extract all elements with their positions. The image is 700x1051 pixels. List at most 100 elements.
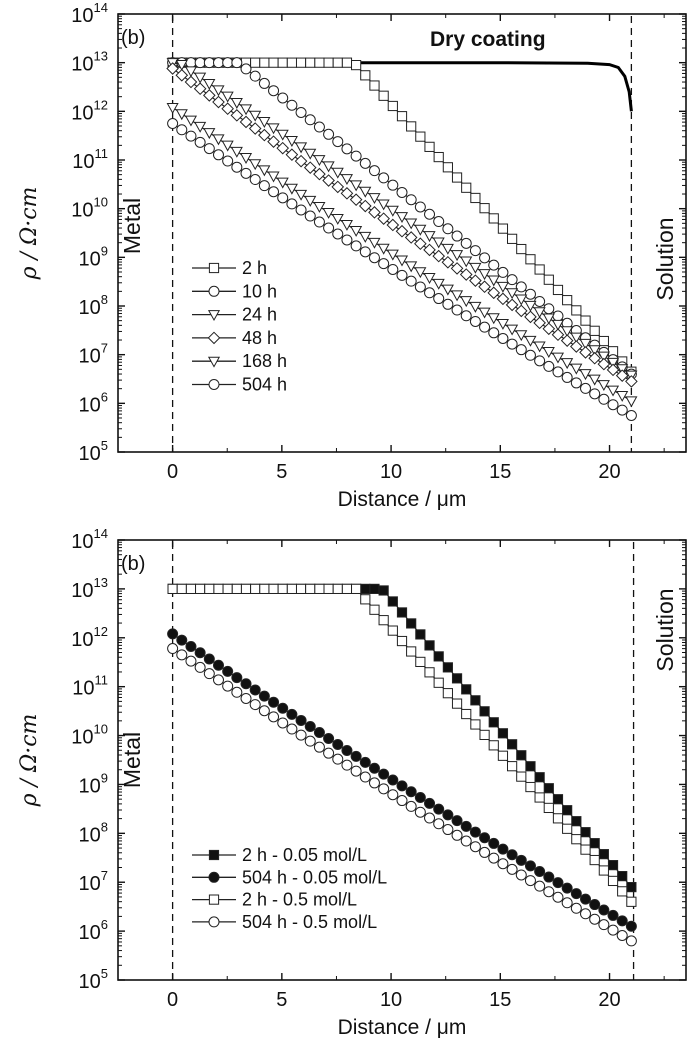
data-point: [515, 281, 527, 293]
series-4: [166, 62, 638, 388]
data-point: [341, 759, 353, 771]
y-tick-base: 10: [71, 54, 93, 76]
data-point: [341, 234, 353, 246]
data-point: [294, 154, 308, 168]
data-point: [286, 198, 298, 210]
data-point: [478, 280, 491, 294]
data-point: [341, 57, 353, 68]
data-point: [459, 268, 473, 281]
data-point: [360, 594, 371, 605]
panel-label: (b): [121, 553, 145, 575]
y-tick-base: 10: [71, 580, 93, 602]
data-point: [507, 233, 518, 244]
data-point: [533, 316, 546, 330]
series-1: [167, 57, 637, 377]
legend-marker: [208, 849, 220, 861]
data-point: [615, 369, 629, 382]
data-point: [461, 708, 472, 720]
data-point: [488, 837, 500, 849]
data-point: [387, 789, 399, 801]
data-point: [497, 750, 509, 761]
data-point: [350, 765, 362, 777]
y-tick-label: 105: [79, 438, 108, 465]
data-point: [396, 635, 408, 647]
data-point: [524, 310, 537, 324]
series-5: [166, 102, 638, 408]
data-point: [451, 304, 463, 316]
data-point: [341, 583, 353, 594]
data-point: [239, 104, 253, 116]
data-point: [221, 91, 234, 103]
data-point: [258, 117, 271, 128]
data-point: [552, 813, 564, 824]
data-point: [341, 143, 353, 155]
data-point: [286, 583, 297, 594]
data-point: [414, 267, 427, 279]
data-point: [240, 692, 252, 704]
data-point: [469, 841, 481, 853]
data-point: [552, 366, 564, 378]
data-point: [176, 124, 188, 136]
data-point: [406, 121, 417, 132]
data-point: [193, 82, 207, 96]
data-point: [166, 102, 179, 114]
data-point: [268, 711, 280, 723]
data-point: [516, 243, 527, 255]
data-point: [395, 255, 409, 267]
data-point: [552, 877, 564, 889]
data-point: [185, 57, 197, 69]
solution-label: Solution: [652, 588, 678, 671]
data-point: [194, 121, 207, 133]
data-point: [378, 585, 389, 596]
data-point: [212, 134, 225, 146]
data-point: [286, 708, 298, 720]
data-point: [460, 256, 473, 268]
data-point: [176, 634, 188, 646]
data-point: [331, 213, 344, 225]
data-point: [222, 680, 234, 692]
data-point: [451, 290, 464, 302]
metal-label: Metal: [119, 198, 145, 254]
data-point: [304, 735, 316, 747]
data-point: [469, 301, 482, 313]
data-point: [570, 340, 583, 353]
data-point: [359, 246, 371, 258]
data-point: [442, 688, 453, 699]
data-point: [331, 180, 345, 194]
legend-marker: [207, 331, 221, 345]
data-point: [277, 702, 289, 714]
data-point: [332, 228, 344, 240]
data-point: [323, 747, 335, 759]
data-point: [424, 797, 436, 809]
data-point: [450, 262, 464, 275]
data-point: [267, 135, 280, 148]
data-point: [515, 294, 528, 306]
data-point: [470, 695, 481, 706]
data-point: [340, 219, 353, 231]
data-point: [258, 77, 270, 89]
data-point: [415, 656, 426, 667]
data-point: [515, 854, 527, 866]
data-point: [507, 761, 518, 772]
y-tick-base: 10: [72, 678, 94, 700]
data-point: [451, 829, 463, 841]
data-point: [323, 733, 335, 745]
data-point: [377, 199, 390, 211]
data-point: [212, 95, 225, 109]
data-point: [378, 615, 389, 626]
data-point: [396, 186, 408, 198]
data-point: [542, 322, 556, 336]
data-point: [304, 114, 316, 126]
y-tick-base: 10: [72, 151, 94, 173]
y-tick-label: 1014: [71, 526, 108, 553]
data-point: [525, 761, 536, 772]
data-point: [222, 155, 234, 167]
data-point: [185, 655, 197, 667]
data-point: [176, 649, 188, 661]
data-point: [617, 871, 628, 882]
data-point: [470, 192, 481, 204]
data-point: [295, 714, 307, 726]
data-point: [351, 60, 362, 71]
